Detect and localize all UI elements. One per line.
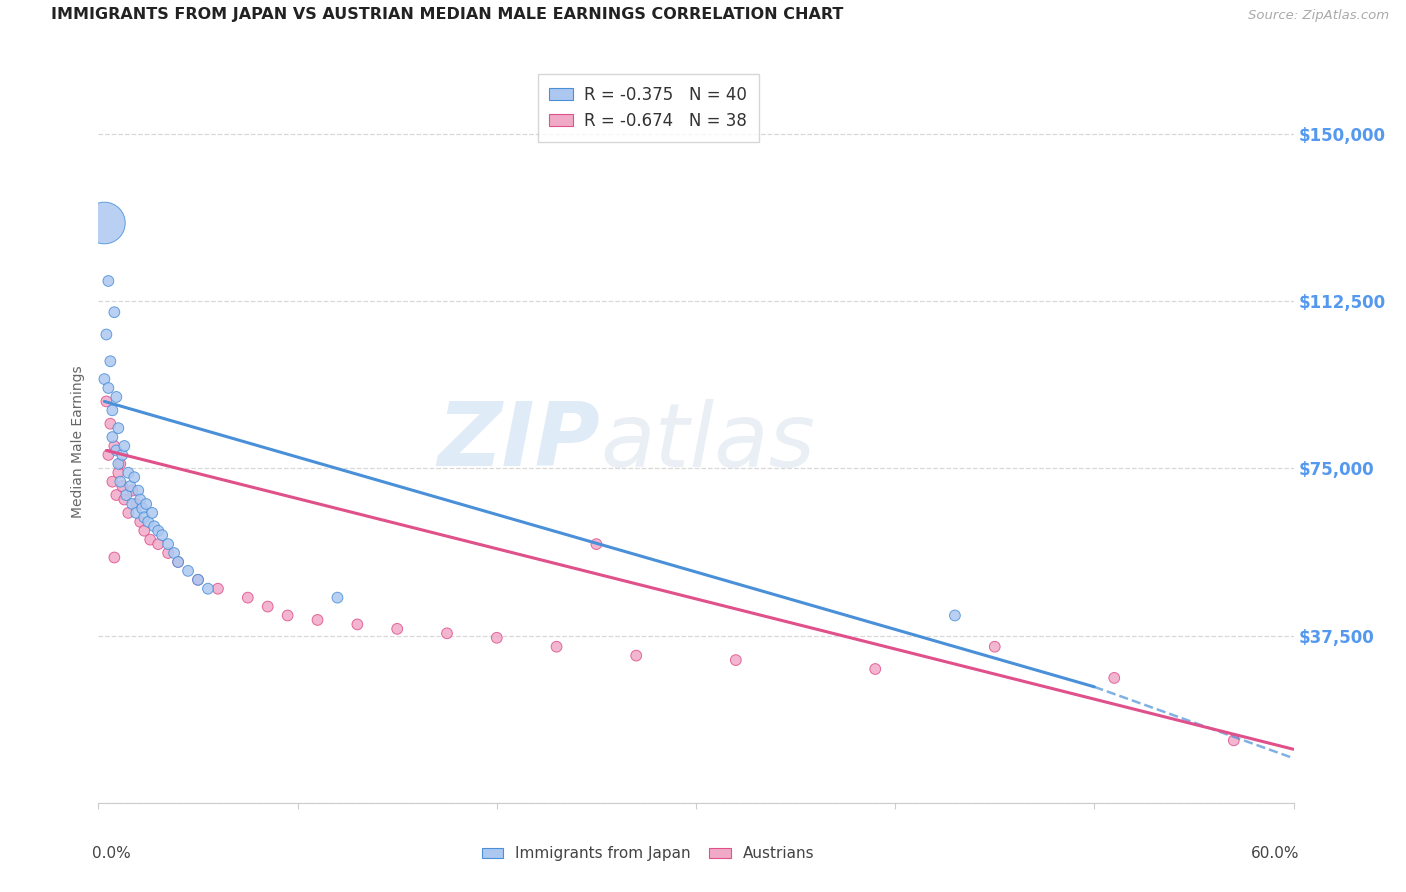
Point [101, 430, 124, 444]
Point [105, 390, 128, 404]
Point [346, 617, 368, 632]
Text: ZIP: ZIP [437, 398, 600, 485]
Point [124, 470, 146, 484]
Point [110, 457, 132, 471]
Point [307, 613, 329, 627]
Point [125, 506, 148, 520]
Point [97, 448, 120, 462]
Point [585, 537, 607, 551]
Point [277, 608, 299, 623]
Point [111, 448, 134, 462]
Point [134, 510, 156, 524]
Point [125, 497, 148, 511]
Point [724, 653, 747, 667]
Point [187, 573, 209, 587]
Point [115, 488, 138, 502]
Point [131, 501, 153, 516]
Point [105, 443, 128, 458]
Point [112, 439, 135, 453]
Point [1223, 733, 1246, 747]
Point [197, 582, 219, 596]
Point [117, 506, 139, 520]
Point [97, 274, 120, 288]
Point [134, 524, 156, 538]
Point [157, 546, 180, 560]
Point [101, 403, 124, 417]
Point [107, 457, 129, 471]
Point [148, 537, 170, 551]
Point [626, 648, 648, 663]
Point [207, 582, 229, 596]
Point [984, 640, 1007, 654]
Point [943, 608, 966, 623]
Point [120, 479, 142, 493]
Point [256, 599, 278, 614]
Point [143, 519, 166, 533]
Point [111, 479, 134, 493]
Point [148, 524, 170, 538]
Point [139, 533, 162, 547]
Point [135, 497, 157, 511]
Point [110, 475, 132, 489]
Point [121, 483, 143, 498]
Point [96, 394, 118, 409]
Point [167, 555, 190, 569]
Point [98, 417, 122, 431]
Point [117, 466, 139, 480]
Point [1104, 671, 1126, 685]
Point [385, 622, 409, 636]
Legend: Immigrants from Japan, Austrians: Immigrants from Japan, Austrians [475, 840, 821, 867]
Point [93, 216, 115, 230]
Point [150, 528, 173, 542]
Point [129, 492, 152, 507]
Point [98, 354, 122, 368]
Point [129, 515, 152, 529]
Point [93, 372, 115, 386]
Text: Source: ZipAtlas.com: Source: ZipAtlas.com [1249, 10, 1389, 22]
Point [326, 591, 349, 605]
Point [112, 492, 135, 507]
Point [121, 497, 143, 511]
Point [136, 515, 159, 529]
Point [141, 506, 163, 520]
Text: atlas: atlas [600, 399, 815, 484]
Text: 60.0%: 60.0% [1251, 847, 1299, 861]
Point [485, 631, 508, 645]
Point [103, 439, 125, 453]
Text: 0.0%: 0.0% [93, 847, 131, 861]
Point [163, 546, 186, 560]
Point [177, 564, 200, 578]
Point [103, 550, 125, 565]
Point [97, 381, 120, 395]
Point [865, 662, 887, 676]
Text: IMMIGRANTS FROM JAPAN VS AUSTRIAN MEDIAN MALE EARNINGS CORRELATION CHART: IMMIGRANTS FROM JAPAN VS AUSTRIAN MEDIAN… [51, 7, 844, 22]
Y-axis label: Median Male Earnings: Median Male Earnings [72, 365, 86, 518]
Point [105, 488, 128, 502]
Point [436, 626, 458, 640]
Point [101, 475, 124, 489]
Point [236, 591, 259, 605]
Point [167, 555, 190, 569]
Point [103, 305, 125, 319]
Point [107, 421, 129, 435]
Point [96, 327, 118, 342]
Point [157, 537, 180, 551]
Point [187, 573, 209, 587]
Point [546, 640, 568, 654]
Point [127, 483, 149, 498]
Point [107, 466, 129, 480]
